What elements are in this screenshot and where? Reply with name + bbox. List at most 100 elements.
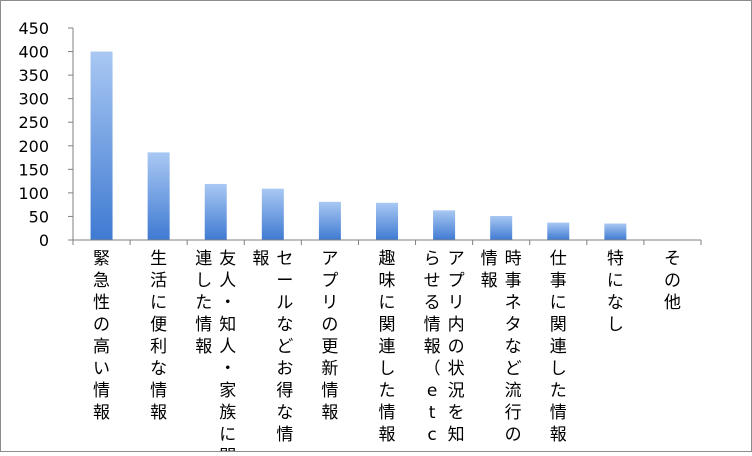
- bar: [147, 152, 170, 240]
- category-labels: 緊急性の高い情報生活に便利な情報友人・知人・家族に関連した情報セールなどお得な情…: [93, 249, 681, 456]
- category-label: 友人・知人・家族に関: [219, 249, 236, 456]
- category-label-char: た: [550, 381, 567, 401]
- category-label-char: 情: [424, 315, 441, 335]
- category-label-char: 更: [321, 337, 338, 357]
- y-tick-label: 150: [18, 160, 49, 179]
- category-label-char: 情: [195, 315, 212, 335]
- category-label-char: プ: [321, 271, 338, 291]
- category-label-char: 人: [219, 337, 236, 357]
- category-label-char: 報: [379, 425, 396, 445]
- category-label-char: 事: [505, 271, 522, 291]
- bar: [490, 215, 513, 240]
- category-label-char: c: [427, 425, 436, 445]
- category-label-char: 家: [219, 381, 236, 401]
- category-label-char: 連: [379, 337, 396, 357]
- bars: [90, 51, 627, 240]
- category-label-char: し: [607, 315, 624, 335]
- category-label-char: セ: [276, 249, 293, 269]
- category-label-char: の: [664, 271, 681, 291]
- category-label-char: な: [607, 293, 624, 313]
- category-label-char: 人: [219, 271, 236, 291]
- y-tick-label: 0: [39, 231, 49, 250]
- bar: [204, 183, 227, 240]
- category-label-char: の: [505, 425, 522, 445]
- category-label-char: 報: [481, 271, 498, 291]
- category-label-char: 生: [150, 249, 167, 269]
- category-label-char: 味: [379, 271, 396, 291]
- category-label-char: の: [321, 315, 338, 335]
- category-label-char: 友: [219, 249, 236, 269]
- category-label-char: 便: [150, 315, 167, 335]
- category-label-char: ア: [321, 249, 338, 269]
- y-tick-label: 350: [18, 66, 49, 85]
- category-label-char: 事: [550, 271, 567, 291]
- category-label-char: 状: [448, 359, 465, 379]
- category-label-char: 内: [448, 315, 465, 335]
- bar: [433, 210, 456, 240]
- category-label-char: 情: [481, 249, 498, 269]
- bar: [318, 201, 341, 240]
- category-label-char: ど: [505, 359, 522, 379]
- category-label-char: 活: [150, 271, 167, 291]
- y-tick-label: 300: [18, 90, 49, 109]
- category-label-char: し: [379, 359, 396, 379]
- y-tick-label: 50: [29, 207, 49, 226]
- category-label-char: 利: [150, 337, 167, 357]
- category-label-char: 報: [195, 337, 212, 357]
- category-label-char: な: [276, 315, 293, 335]
- bar: [547, 222, 570, 240]
- category-label-char: の: [93, 315, 110, 335]
- x-axis: [72, 239, 702, 245]
- category-label-char: た: [379, 381, 396, 401]
- category-label-char: 関: [550, 315, 567, 335]
- category-label-char: 仕: [550, 249, 567, 269]
- category-label-char: 族: [219, 403, 236, 423]
- category-label-char: ・: [219, 293, 236, 313]
- category-label-char: 報: [321, 403, 338, 423]
- category-label-char: に: [607, 271, 624, 291]
- category-label-char: し: [550, 359, 567, 379]
- bar: [376, 202, 398, 240]
- category-label: 報: [252, 249, 269, 269]
- category-label-char: な: [505, 337, 522, 357]
- category-label-char: な: [150, 359, 167, 379]
- category-label-char: 流: [505, 381, 522, 401]
- category-label-char: に: [219, 425, 236, 445]
- category-label-char: 性: [93, 293, 110, 313]
- category-label-char: （: [424, 359, 441, 379]
- category-label-char: た: [195, 293, 212, 313]
- category-label-char: 趣: [379, 249, 396, 269]
- category-label-char: ー: [276, 271, 293, 291]
- category-label-char: 特: [607, 249, 624, 269]
- category-label-char: ネ: [505, 293, 522, 313]
- category-label-char: に: [379, 293, 396, 313]
- category-label-char: 急: [93, 271, 110, 291]
- category-label-char: 連: [195, 249, 212, 269]
- category-label-char: そ: [664, 249, 681, 269]
- category-label-char: タ: [505, 315, 522, 335]
- category-label-char: 時: [505, 249, 522, 269]
- category-label-char: リ: [321, 293, 338, 313]
- category-label-char: 知: [219, 315, 236, 335]
- category-label-char: る: [424, 293, 441, 313]
- y-tick-label: 400: [18, 43, 49, 62]
- category-label-char: 情: [379, 403, 396, 423]
- category-label-char: ど: [276, 337, 293, 357]
- category-label-char: ・: [219, 359, 236, 379]
- category-label-char: お: [276, 359, 293, 379]
- bar: [90, 51, 113, 240]
- category-label-char: 情: [321, 381, 338, 401]
- category-label-char: t: [429, 403, 436, 423]
- category-label-char: プ: [448, 271, 465, 291]
- category-label-char: に: [150, 293, 167, 313]
- category-label-char: ア: [448, 249, 465, 269]
